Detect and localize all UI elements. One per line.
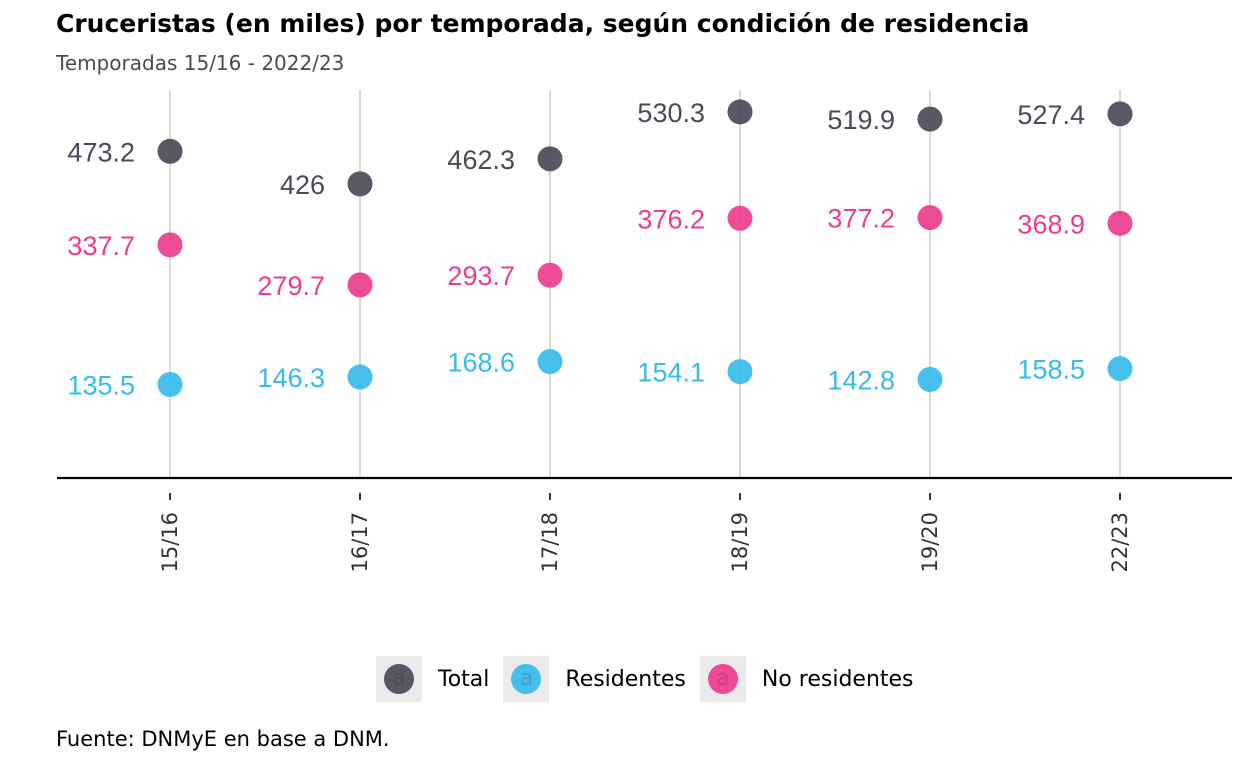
legend-item-residentes: a Residentes	[503, 656, 699, 702]
legend-dot-no-residentes: a	[707, 664, 738, 694]
legend-key-total: a	[376, 656, 422, 702]
legend-label-residentes: Residentes	[565, 666, 686, 692]
data-label-residentes: 158.5	[1017, 355, 1085, 385]
data-label-no-residentes: 376.2	[637, 204, 705, 234]
data-label-no-residentes: 377.2	[827, 204, 895, 234]
legend: a Total a Residentes a No residentes	[376, 656, 928, 702]
data-point-no-residentes	[917, 205, 943, 231]
data-label-no-residentes: 279.7	[257, 271, 325, 301]
data-point-no-residentes	[1107, 210, 1133, 236]
data-point-residentes	[347, 364, 373, 390]
data-label-residentes: 154.1	[637, 358, 705, 388]
legend-item-total: a Total	[376, 656, 503, 702]
x-tick-label: 18/19	[728, 512, 752, 573]
legend-label-total: Total	[438, 666, 490, 692]
data-point-no-residentes	[537, 262, 563, 288]
legend-label-no-residentes: No residentes	[761, 666, 914, 692]
data-point-total	[917, 106, 943, 132]
data-point-residentes	[1107, 356, 1133, 382]
data-point-no-residentes	[727, 205, 753, 231]
data-point-residentes	[727, 359, 753, 385]
x-tick-label: 22/23	[1108, 512, 1132, 573]
x-tick-label: 16/17	[348, 512, 372, 573]
data-label-residentes: 146.3	[257, 363, 325, 393]
legend-glyph: a	[716, 666, 730, 691]
data-point-residentes	[157, 371, 183, 397]
data-label-total: 462.3	[447, 145, 515, 175]
x-tick-label: 17/18	[538, 512, 562, 573]
data-point-residentes	[917, 366, 943, 392]
data-label-total: 530.3	[637, 98, 705, 128]
data-label-total: 519.9	[827, 105, 895, 135]
data-point-total	[1107, 101, 1133, 127]
x-tick-label: 19/20	[918, 512, 942, 573]
data-label-no-residentes: 368.9	[1017, 209, 1085, 239]
legend-dot-residentes: a	[511, 664, 542, 694]
data-label-no-residentes: 337.7	[67, 231, 135, 261]
legend-key-no-residentes: a	[699, 656, 746, 702]
data-label-total: 527.4	[1017, 100, 1085, 130]
data-label-residentes: 142.8	[827, 365, 895, 395]
legend-item-no-residentes: a No residentes	[699, 656, 928, 702]
data-point-total	[727, 99, 753, 125]
legend-glyph: a	[392, 666, 406, 691]
chart-plot: 473.2 426 462.3 530.3 519.9 527.4 135.5 146.3 16…	[57, 90, 1232, 573]
chart-caption: Fuente: DNMyE en base a DNM.	[56, 727, 390, 751]
data-point-residentes	[537, 349, 563, 375]
data-label-no-residentes: 293.7	[447, 261, 515, 291]
data-point-total	[537, 146, 563, 172]
legend-glyph: a	[519, 666, 534, 691]
data-label-total: 426	[280, 170, 325, 200]
chart-title: Cruceristas (en miles) por temporada, se…	[56, 9, 1030, 38]
data-label-residentes: 168.6	[447, 348, 515, 378]
legend-key-residentes: a	[503, 656, 550, 702]
data-label-residentes: 135.5	[67, 370, 135, 400]
chart-subtitle: Temporadas 15/16 - 2022/23	[56, 51, 345, 75]
legend-dot-total: a	[384, 664, 414, 694]
data-point-no-residentes	[157, 232, 183, 258]
x-tick-label: 15/16	[158, 512, 182, 573]
data-point-no-residentes	[347, 272, 373, 298]
data-label-total: 473.2	[67, 137, 135, 167]
data-point-total	[157, 138, 183, 164]
data-point-total	[347, 171, 373, 197]
